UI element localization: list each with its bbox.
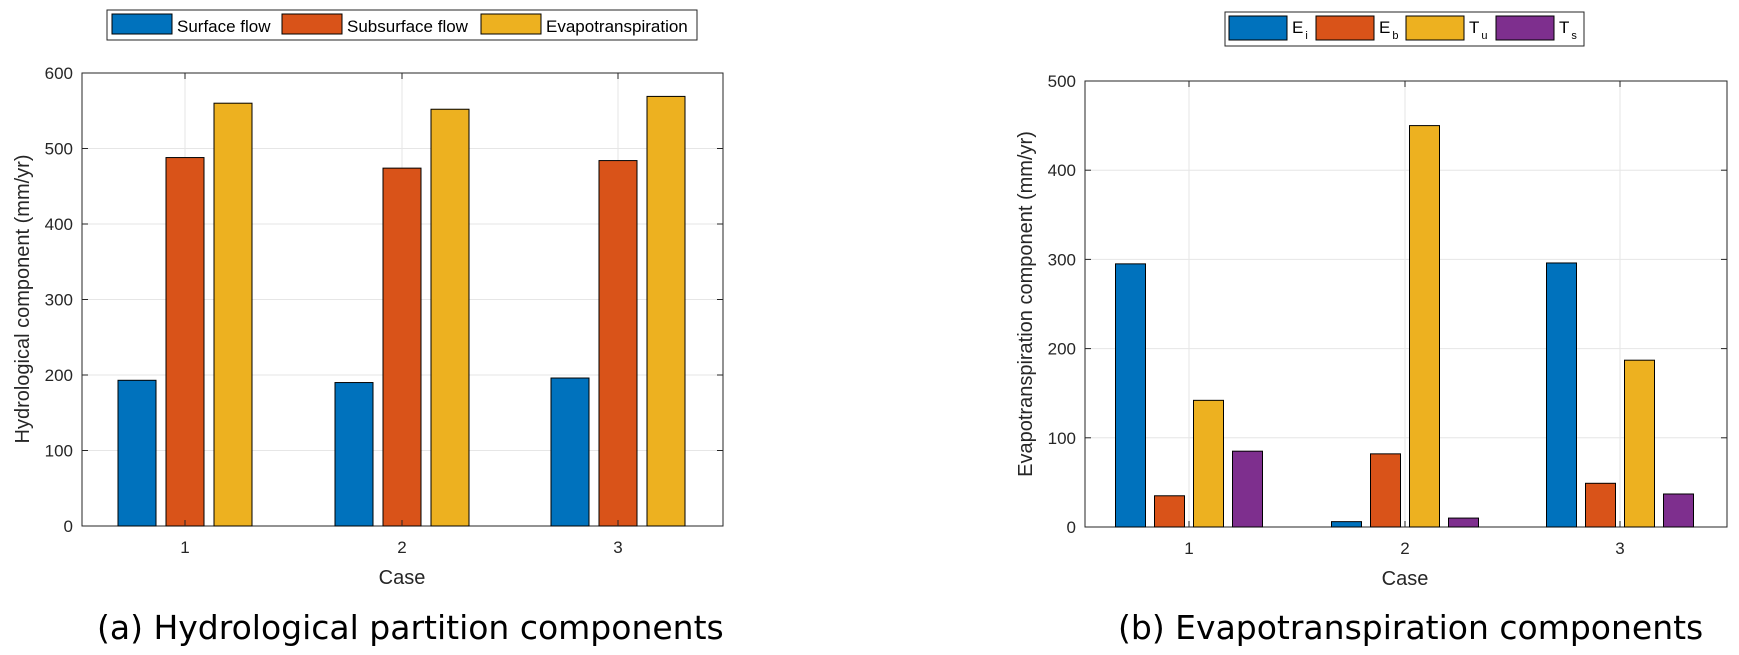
legend-swatch	[480, 13, 542, 35]
legend-label: Evapotranspiration	[546, 17, 688, 36]
bar	[1663, 493, 1694, 528]
bar	[1409, 125, 1440, 528]
legend-swatch	[1495, 15, 1555, 41]
y-tick-label: 400	[45, 215, 73, 234]
legend-item-surface-flow: Surface flow	[111, 13, 271, 36]
x-axis-ticks: 1 2 3	[180, 73, 623, 557]
bar	[430, 108, 470, 527]
x-axis-label: Case	[379, 567, 426, 589]
y-axis-label: Hydrological component (mm/yr)	[12, 155, 34, 444]
bar	[1193, 399, 1224, 528]
y-tick-label: 0	[64, 517, 73, 536]
legend-swatch	[1405, 15, 1465, 41]
grid-lines	[1085, 81, 1727, 527]
bar	[1448, 517, 1479, 528]
bar	[213, 102, 253, 527]
legend-box	[106, 9, 698, 41]
bar	[1154, 495, 1185, 528]
caption: (a) Hydrological partition components	[97, 608, 724, 647]
legend-swatch	[1228, 15, 1288, 41]
legend-item-subsurface-flow: Subsurface flow	[281, 13, 469, 36]
x-axis-ticks: 1 2 3	[1184, 81, 1625, 558]
legend-swatch	[1315, 15, 1375, 41]
y-tick-label: 300	[45, 291, 73, 310]
x-tick-label: 1	[180, 538, 189, 557]
bar	[598, 160, 638, 527]
bar	[1546, 262, 1577, 528]
bar-group	[117, 95, 686, 527]
bar	[1624, 359, 1655, 528]
x-tick-label: 1	[1184, 539, 1193, 558]
legend: Surface flow Subsurface flow Evapotransp…	[106, 9, 698, 41]
x-tick-label: 2	[397, 538, 406, 557]
bar	[646, 95, 686, 527]
bar	[382, 167, 422, 527]
legend-label: Subsurface flow	[347, 17, 469, 36]
chart-evapotranspiration-components: 0 100 200 300 400 500 1 2 3 Case Evapotranspira…	[1015, 11, 1728, 647]
y-tick-label: 100	[45, 442, 73, 461]
y-tick-label: 500	[45, 140, 73, 159]
bar-group	[1115, 125, 1694, 528]
bar	[1331, 521, 1362, 528]
y-tick-label: 500	[1048, 72, 1076, 91]
x-tick-label: 2	[1400, 539, 1409, 558]
y-axis-ticks: 0 100 200 300 400 500 600	[45, 64, 723, 536]
plot-area	[1084, 80, 1728, 528]
y-tick-label: 0	[1067, 518, 1076, 537]
bar	[334, 382, 374, 527]
bar	[550, 377, 590, 527]
legend-swatch	[111, 13, 173, 35]
x-axis-label: Case	[1382, 568, 1429, 590]
bar	[1115, 263, 1146, 528]
y-axis-ticks: 0 100 200 300 400 500	[1048, 72, 1727, 537]
bar	[117, 379, 157, 527]
caption: (b) Evapotranspiration components	[1118, 608, 1703, 647]
bar	[1232, 450, 1263, 528]
y-tick-label: 200	[1048, 340, 1076, 359]
x-tick-label: 3	[1615, 539, 1624, 558]
x-tick-label: 3	[613, 538, 622, 557]
y-tick-label: 100	[1048, 429, 1076, 448]
y-axis-label: Evapotranspiration component (mm/yr)	[1015, 131, 1037, 477]
chart-hydrological-partition: 0 100 200 300 400 500 600 1 2 3 Case Hydrologica…	[12, 9, 724, 647]
y-tick-label: 300	[1048, 250, 1076, 269]
bar	[1370, 453, 1401, 528]
bar	[1585, 482, 1616, 528]
legend-label: Surface flow	[177, 17, 271, 36]
y-tick-label: 400	[1048, 161, 1076, 180]
legend-swatch	[281, 13, 343, 35]
bar	[165, 157, 205, 527]
legend-item-evapotranspiration: Evapotranspiration	[480, 13, 688, 36]
y-tick-label: 200	[45, 366, 73, 385]
y-tick-label: 600	[45, 64, 73, 83]
